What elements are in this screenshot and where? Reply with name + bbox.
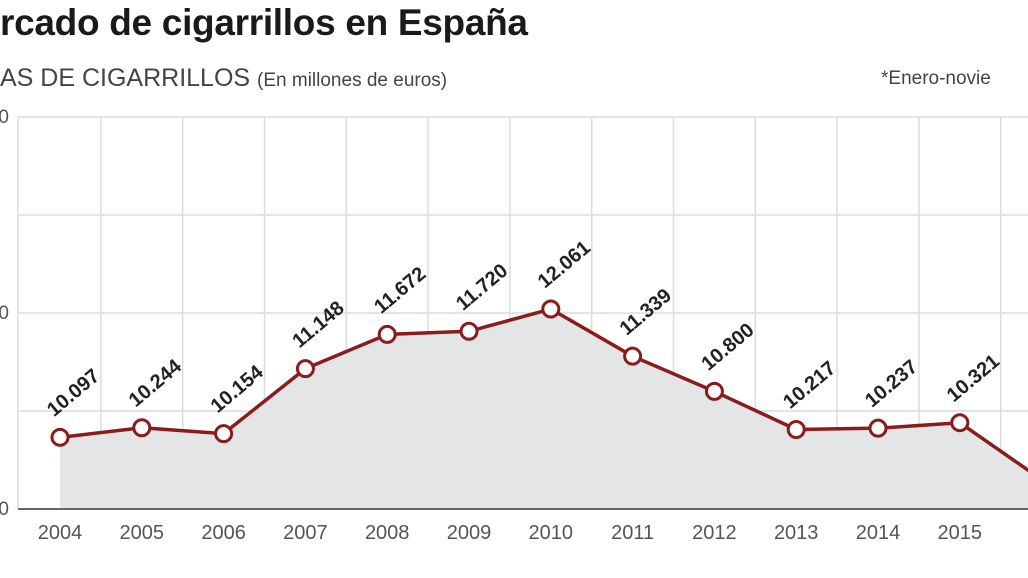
data-point [623,346,643,366]
y-tick-label: 0 [0,107,9,128]
chart-subtitle: AS DE CIGARRILLOS (En millones de euros) [0,64,447,93]
data-point [132,418,152,438]
data-label: 10.097 [43,365,104,421]
x-tick-label: 2010 [529,522,574,544]
x-tick-label: 2011 [611,522,654,544]
x-tick-label: 2006 [201,522,246,544]
data-point [950,413,970,433]
subtitle-unit: (En millones de euros) [257,70,448,91]
data-point [868,418,888,438]
x-tick-label: 2015 [938,522,983,544]
data-label: 10.217 [779,357,840,413]
data-label: 11.720 [452,260,512,315]
data-label: 10.237 [861,356,922,412]
data-label: 11.148 [288,297,348,352]
data-label: 12.061 [534,237,595,293]
x-tick-label: 2009 [447,522,492,544]
data-label: 10.321 [943,350,1004,406]
data-point [786,419,806,439]
data-point [295,359,315,379]
x-tick-label: 2004 [38,522,83,544]
data-point [50,427,70,447]
data-label: 10.800 [697,319,758,375]
data-point [459,321,479,341]
subtitle-text: AS DE CIGARRILLOS [0,64,251,92]
x-tick-label: 2014 [856,522,901,544]
x-tick-label: 2005 [120,522,165,544]
x-tick-label: 2013 [774,522,819,544]
x-tick-label: 2008 [365,522,410,544]
footnote: *Enero-novie [881,68,991,89]
chart-title: rcado de cigarrillos en España [0,2,528,43]
y-tick-label: 0 [0,499,9,520]
data-label: 11.672 [370,263,430,318]
y-tick-label: 0 [0,303,9,324]
data-point [377,324,397,344]
data-point [214,424,234,444]
data-label: 10.244 [125,355,187,412]
data-point [704,381,724,401]
data-point [541,299,561,319]
area-fill [60,309,1028,509]
x-tick-label: 2007 [283,522,328,544]
x-tick-label: 2012 [692,522,737,544]
